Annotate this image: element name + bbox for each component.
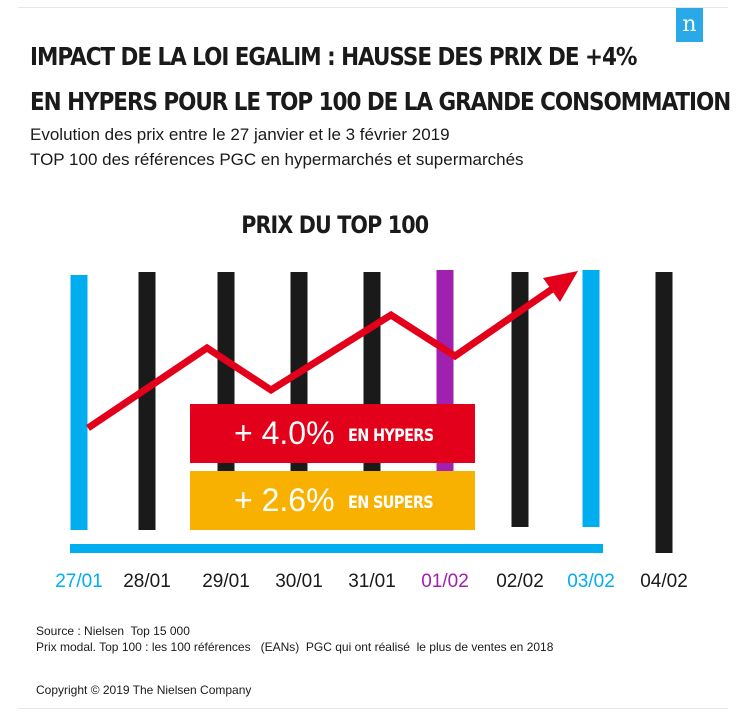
hypers-label: EN HYPERS	[348, 426, 434, 446]
date-bar-02-02	[511, 272, 529, 527]
trend-arrow-head	[543, 271, 578, 302]
supers-value: + 2.6%	[234, 482, 335, 518]
hypers-badge: + 4.0% EN HYPERS	[190, 404, 475, 463]
date-bar-29-01	[217, 272, 235, 530]
date-label: 27/01	[55, 571, 103, 592]
date-label: 28/01	[123, 571, 171, 592]
date-label: 30/01	[275, 571, 323, 592]
date-label: 02/02	[496, 571, 544, 592]
supers-badge: + 2.6% EN SUPERS	[190, 471, 475, 530]
date-bar-31-01	[363, 272, 381, 530]
date-label: 29/01	[202, 571, 250, 592]
bottom-divider	[18, 708, 728, 709]
source-line-2: Prix modal. Top 100 : les 100 références…	[36, 640, 554, 654]
date-bar-30-01	[290, 272, 308, 530]
subtitle-line-2: TOP 100 des références PGC en hypermarch…	[30, 150, 524, 169]
source-line-1: Source : Nielsen Top 15 000	[36, 624, 190, 638]
date-label: 31/01	[348, 571, 396, 592]
trend-line	[86, 282, 560, 431]
page-title-line-2: EN HYPERS POUR LE TOP 100 DE LA GRANDE C…	[30, 87, 731, 116]
top-divider	[18, 7, 728, 8]
nielsen-logo: n	[676, 8, 703, 42]
date-bar-03-02	[582, 270, 600, 527]
date-bar-04-02	[655, 272, 673, 553]
date-label: 01/02	[421, 571, 469, 592]
date-bar-01-02	[436, 270, 454, 530]
page-title-line-1: IMPACT DE LA LOI EGALIM : HAUSSE DES PRI…	[30, 42, 637, 71]
date-bar-27-01	[70, 275, 88, 530]
copyright: Copyright © 2019 The Nielsen Company	[36, 683, 252, 697]
chart-title: PRIX DU TOP 100	[241, 211, 429, 239]
subtitle-line-1: Evolution des prix entre le 27 janvier e…	[30, 125, 450, 144]
date-label: 04/02	[640, 571, 688, 592]
hypers-value: + 4.0%	[234, 415, 335, 451]
supers-label: EN SUPERS	[348, 493, 434, 513]
baseline-bar	[70, 544, 603, 553]
date-label: 03/02	[567, 571, 615, 592]
date-bar-28-01	[138, 272, 156, 530]
